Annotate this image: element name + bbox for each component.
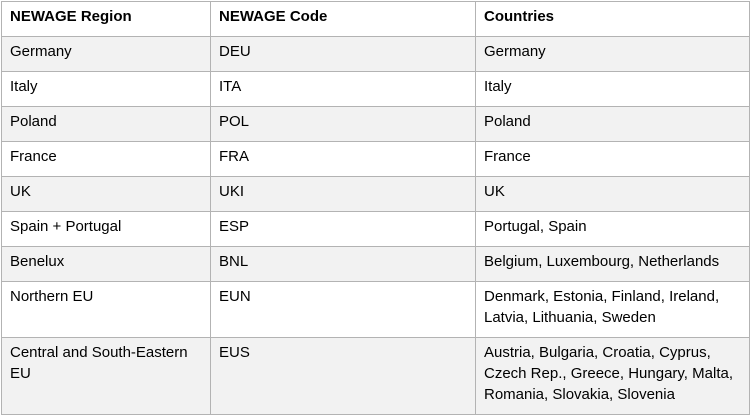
region-cell: Germany bbox=[1, 36, 211, 72]
countries-cell: UK bbox=[475, 176, 750, 212]
code-cell: EUS bbox=[210, 337, 476, 415]
code-cell: ITA bbox=[210, 71, 476, 107]
countries-cell: Germany bbox=[475, 36, 750, 72]
code-cell: UKI bbox=[210, 176, 476, 212]
code-cell: FRA bbox=[210, 141, 476, 177]
table-row: Benelux BNL Belgium, Luxembourg, Netherl… bbox=[1, 246, 750, 282]
code-cell: EUN bbox=[210, 281, 476, 338]
code-cell: BNL bbox=[210, 246, 476, 282]
table-row: Germany DEU Germany bbox=[1, 36, 750, 72]
countries-cell: Portugal, Spain bbox=[475, 211, 750, 247]
region-cell: Central and South-Eastern EU bbox=[1, 337, 211, 415]
code-cell: ESP bbox=[210, 211, 476, 247]
countries-cell: Italy bbox=[475, 71, 750, 107]
region-cell: France bbox=[1, 141, 211, 177]
countries-cell: Poland bbox=[475, 106, 750, 142]
countries-cell: Belgium, Luxembourg, Netherlands bbox=[475, 246, 750, 282]
header-row: NEWAGE Region NEWAGE Code Countries bbox=[1, 1, 750, 37]
countries-cell: France bbox=[475, 141, 750, 177]
code-cell: DEU bbox=[210, 36, 476, 72]
countries-cell: Denmark, Estonia, Finland, Ireland, Latv… bbox=[475, 281, 750, 338]
table-row: Poland POL Poland bbox=[1, 106, 750, 142]
region-cell: Poland bbox=[1, 106, 211, 142]
table-row: France FRA France bbox=[1, 141, 750, 177]
table-row: Northern EU EUN Denmark, Estonia, Finlan… bbox=[1, 281, 750, 338]
header-code: NEWAGE Code bbox=[210, 1, 476, 37]
header-region: NEWAGE Region bbox=[1, 1, 211, 37]
table-row: Central and South-Eastern EU EUS Austria… bbox=[1, 337, 750, 415]
countries-cell: Austria, Bulgaria, Croatia, Cyprus, Czec… bbox=[475, 337, 750, 415]
region-cell: Spain + Portugal bbox=[1, 211, 211, 247]
header-countries: Countries bbox=[475, 1, 750, 37]
table-row: UK UKI UK bbox=[1, 176, 750, 212]
table-row: Spain + Portugal ESP Portugal, Spain bbox=[1, 211, 750, 247]
region-cell: UK bbox=[1, 176, 211, 212]
region-cell: Northern EU bbox=[1, 281, 211, 338]
table-row: Italy ITA Italy bbox=[1, 71, 750, 107]
region-cell: Benelux bbox=[1, 246, 211, 282]
region-cell: Italy bbox=[1, 71, 211, 107]
code-cell: POL bbox=[210, 106, 476, 142]
